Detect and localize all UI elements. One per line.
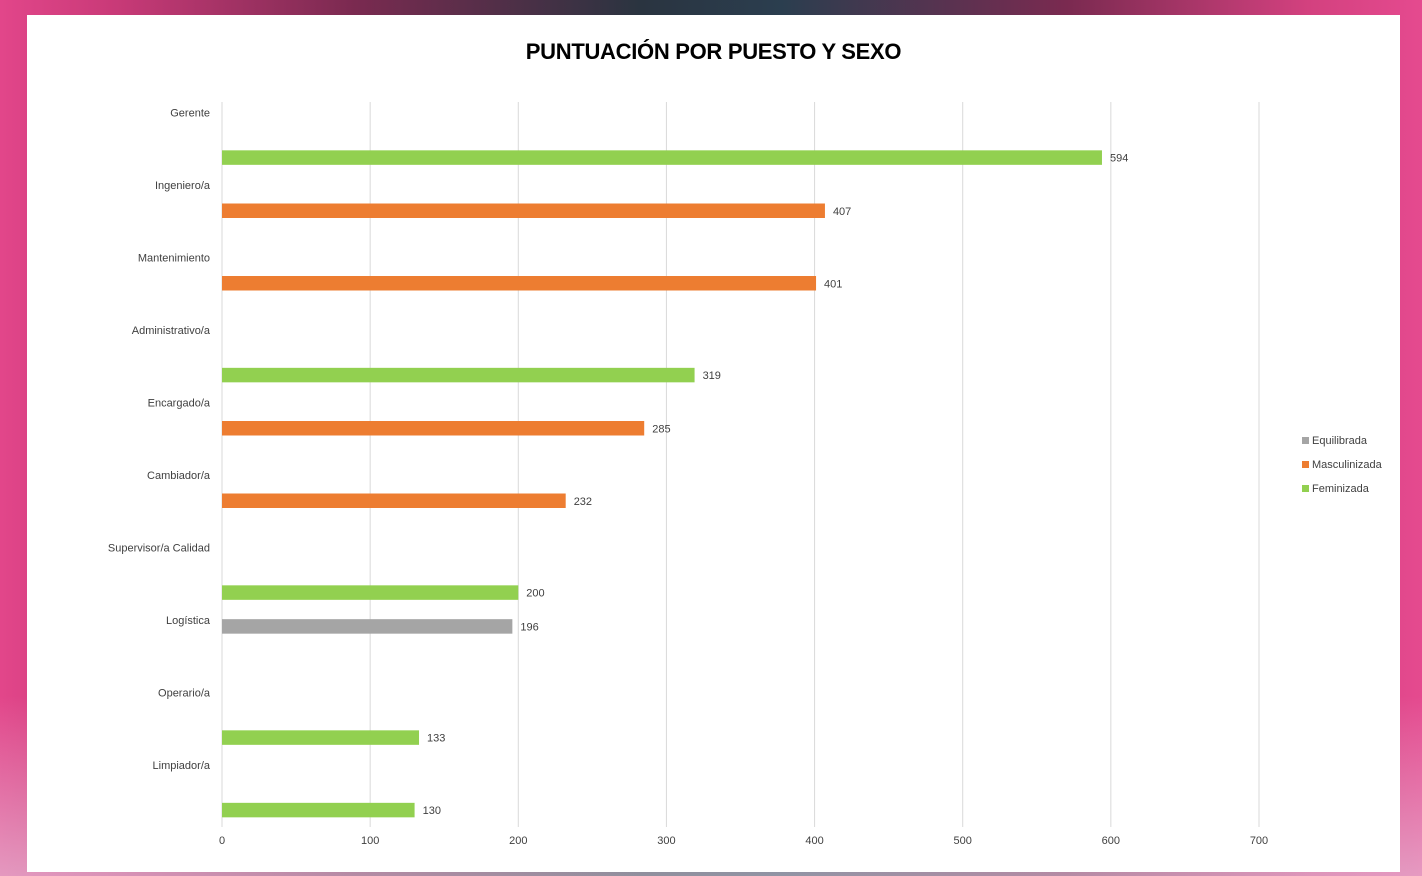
x-tick-label: 400 bbox=[805, 835, 823, 847]
bar-feminizada bbox=[222, 367, 695, 383]
legend-swatch bbox=[1302, 437, 1309, 444]
chart-panel: PUNTUACIÓN POR PUESTO Y SEXO 0 100 200 300 4… bbox=[27, 15, 1400, 872]
category-label: Mantenimiento bbox=[138, 252, 210, 264]
x-tick-label: 300 bbox=[657, 835, 675, 847]
data-label: 133 bbox=[427, 733, 445, 745]
x-tick-label: 100 bbox=[361, 835, 379, 847]
category-label: Cambiador/a bbox=[147, 470, 211, 482]
data-label: 401 bbox=[824, 278, 842, 290]
x-tick-label: 700 bbox=[1250, 835, 1268, 847]
legend-label: Equilibrada bbox=[1312, 435, 1368, 447]
bar-feminizada bbox=[222, 802, 415, 818]
data-label: 130 bbox=[423, 805, 441, 817]
bar-feminizada bbox=[222, 730, 420, 745]
data-label: 232 bbox=[574, 496, 592, 508]
category-label: Logística bbox=[166, 615, 211, 627]
bar-feminizada bbox=[222, 150, 1102, 165]
bar-masculinizada bbox=[222, 421, 645, 436]
x-tick-label: 500 bbox=[954, 835, 972, 847]
bar-masculinizada bbox=[222, 493, 566, 508]
category-label: Gerente bbox=[170, 107, 210, 119]
category-label: Operario/a bbox=[158, 687, 211, 699]
chart-title: PUNTUACIÓN POR PUESTO Y SEXO bbox=[525, 39, 902, 64]
category-label: Limpiador/a bbox=[153, 760, 211, 772]
data-label: 200 bbox=[526, 588, 544, 600]
bar-masculinizada bbox=[222, 203, 825, 218]
category-label: Encargado/a bbox=[148, 397, 211, 409]
bar-chart: 0 100 200 300 400 500 600 700 Gerente 594 Ingenier… bbox=[108, 102, 1383, 847]
legend-swatch bbox=[1302, 485, 1309, 492]
data-label: 407 bbox=[833, 206, 851, 218]
x-tick-label: 0 bbox=[219, 835, 225, 847]
category-label: Supervisor/a Calidad bbox=[108, 542, 210, 554]
data-label: 196 bbox=[520, 621, 538, 633]
bar-equilibrada bbox=[222, 619, 513, 634]
legend-swatch bbox=[1302, 461, 1309, 468]
data-label: 319 bbox=[703, 370, 721, 382]
legend-label: Masculinizada bbox=[1312, 459, 1383, 471]
x-tick-label: 600 bbox=[1102, 835, 1120, 847]
x-tick-label: 200 bbox=[509, 835, 527, 847]
data-label: 594 bbox=[1110, 153, 1128, 165]
category-label: Administrativo/a bbox=[132, 325, 211, 337]
legend-label: Feminizada bbox=[1312, 483, 1370, 495]
category-label: Ingeniero/a bbox=[155, 180, 211, 192]
data-label: 285 bbox=[652, 423, 670, 435]
bar-feminizada bbox=[222, 585, 519, 600]
bar-masculinizada bbox=[222, 276, 817, 291]
